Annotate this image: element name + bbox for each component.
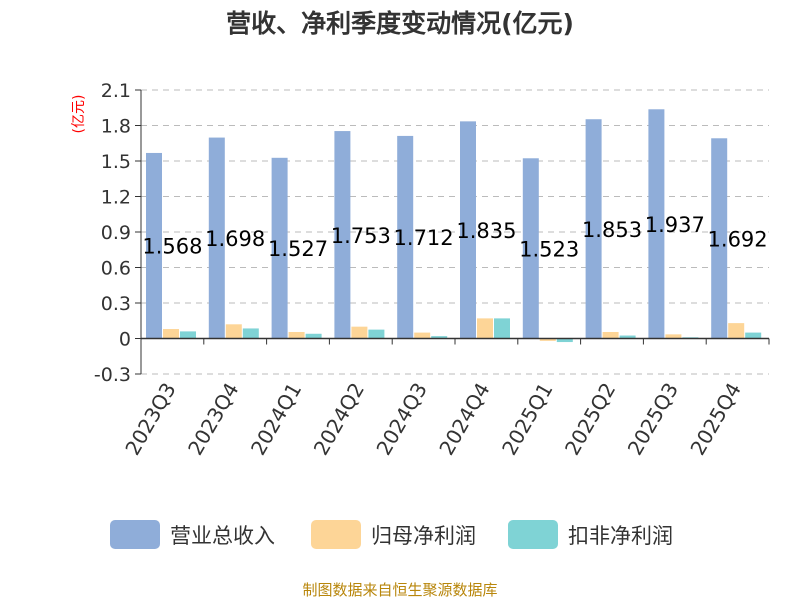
- legend-swatch: [508, 520, 558, 549]
- data-label: 1.853: [582, 218, 642, 242]
- bar-series-2: [602, 331, 619, 339]
- bar-series-1: [208, 137, 225, 339]
- grid-lines: [141, 89, 769, 375]
- x-tick-label: 2025Q3: [623, 379, 683, 460]
- bar-series-2: [163, 329, 179, 339]
- bar-series-2: [539, 338, 556, 341]
- bar-series-3: [619, 335, 636, 339]
- bar-series-1: [397, 135, 414, 339]
- data-label: 1.835: [456, 219, 516, 243]
- bar-series-3: [556, 338, 573, 343]
- bar-series-2: [665, 334, 682, 339]
- bar-series-1: [271, 157, 288, 339]
- x-tick-label: 2023Q3: [120, 379, 180, 460]
- y-tick-label: 0.3: [101, 293, 131, 315]
- legend-label: 营业总收入: [170, 524, 275, 548]
- y-axis-unit: (亿元): [71, 95, 87, 134]
- bar-series-1: [146, 152, 162, 339]
- bar-series-2: [414, 332, 431, 339]
- bar-series-2: [728, 323, 745, 339]
- y-tick-label: 1.8: [101, 116, 131, 138]
- bars: [146, 109, 762, 343]
- bar-series-2: [225, 324, 242, 339]
- legend: 营业总收入 归母净利润 扣非净利润: [110, 520, 673, 549]
- data-label: 1.527: [268, 237, 328, 261]
- legend-label: 扣非净利润: [568, 524, 673, 548]
- bar-series-3: [180, 331, 196, 339]
- y-tick-label: 1.2: [101, 187, 131, 209]
- source-note: 制图数据来自恒生聚源数据库: [302, 581, 497, 599]
- bar-series-3: [305, 333, 322, 339]
- y-tick-label: 0: [119, 329, 131, 351]
- data-label: 1.698: [205, 227, 265, 251]
- y-tick-label: -0.3: [94, 364, 131, 386]
- bar-series-1: [334, 131, 351, 339]
- bar-series-3: [745, 332, 762, 339]
- y-tick-label: 0.9: [101, 222, 131, 244]
- bar-series-2: [288, 331, 305, 339]
- data-label: 1.712: [394, 226, 454, 250]
- legend-swatch: [311, 520, 361, 549]
- x-tick-label: 2025Q1: [497, 379, 557, 460]
- legend-label: 归母净利润: [371, 524, 476, 548]
- bar-series-1: [522, 158, 539, 339]
- bar-series-3: [368, 329, 385, 339]
- bar-series-3: [242, 328, 259, 339]
- y-tick-label: 1.5: [101, 151, 131, 173]
- bar-series-1: [585, 119, 602, 339]
- legend-swatch: [110, 520, 160, 549]
- bar-series-3: [431, 336, 448, 339]
- x-tick-label: 2025Q4: [685, 379, 745, 460]
- data-label: 1.937: [645, 213, 705, 237]
- bar-series-1: [460, 121, 476, 339]
- y-tick-label: 2.1: [101, 80, 131, 102]
- data-label: 1.753: [331, 224, 391, 248]
- data-label: 1.523: [519, 237, 579, 261]
- data-label: 1.692: [708, 227, 768, 251]
- x-tick-label: 2024Q1: [246, 379, 306, 460]
- x-tick-label: 2024Q2: [309, 379, 369, 460]
- y-tick-label: 0.6: [101, 258, 131, 280]
- bar-series-1: [648, 109, 665, 339]
- bar-series-1: [711, 138, 728, 339]
- x-tick-label: 2024Q3: [371, 379, 431, 460]
- x-tick-label: 2023Q4: [183, 379, 243, 460]
- x-tick-label: 2025Q2: [560, 379, 620, 460]
- bar-series-2: [477, 318, 493, 339]
- bar-series-3: [494, 318, 510, 339]
- chart-title: 营收、净利季度变动情况(亿元): [226, 9, 574, 38]
- x-tick-label: 2024Q4: [434, 379, 494, 460]
- data-label: 1.568: [142, 235, 202, 259]
- bar-series-2: [351, 326, 368, 339]
